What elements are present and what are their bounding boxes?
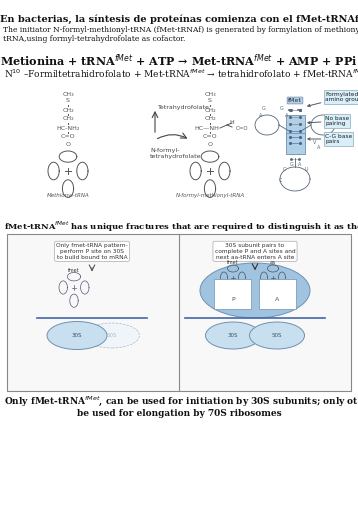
Text: V: V bbox=[313, 140, 316, 145]
Text: C: C bbox=[279, 178, 282, 183]
FancyBboxPatch shape bbox=[7, 234, 351, 391]
Text: N-formyl-methionyl-tRNA: N-formyl-methionyl-tRNA bbox=[175, 193, 245, 198]
Ellipse shape bbox=[200, 263, 310, 318]
Text: A: A bbox=[285, 113, 289, 118]
Text: C=O: C=O bbox=[203, 134, 217, 139]
Text: Formylated
amino group: Formylated amino group bbox=[308, 92, 358, 106]
Text: G: G bbox=[290, 162, 294, 167]
Text: Tetrahydrofolate: Tetrahydrofolate bbox=[158, 105, 210, 110]
Text: No base
pairing: No base pairing bbox=[308, 116, 349, 126]
Text: CH₂: CH₂ bbox=[62, 117, 74, 122]
Text: H: H bbox=[229, 121, 234, 126]
Text: 30S: 30S bbox=[72, 333, 82, 338]
Text: CH₂: CH₂ bbox=[204, 107, 216, 113]
Text: CH₂: CH₂ bbox=[204, 117, 216, 122]
Text: C=O: C=O bbox=[236, 126, 248, 130]
Text: HC-NH₂: HC-NH₂ bbox=[56, 126, 80, 130]
Text: 30S: 30S bbox=[228, 333, 238, 338]
Text: CH₂: CH₂ bbox=[62, 107, 74, 113]
Text: 30S subunit pairs to
complete P and A sites and
next aa-tRNA enters A site: 30S subunit pairs to complete P and A si… bbox=[215, 243, 295, 260]
Text: Only fmet-tRNA pattern-
perform P site on 30S
to build bound to mRNA: Only fmet-tRNA pattern- perform P site o… bbox=[56, 243, 128, 260]
Text: fmet: fmet bbox=[68, 268, 80, 272]
Text: S: S bbox=[208, 98, 212, 103]
Text: A: A bbox=[259, 113, 262, 118]
Text: N$^{10}$ –Formiltetrahidrofolato + Met-tRNA$^{fMet}$ → tetrahidrofolato + fMet-t: N$^{10}$ –Formiltetrahidrofolato + Met-t… bbox=[4, 68, 358, 81]
Ellipse shape bbox=[250, 322, 305, 349]
Text: Only fMet-tRNA$^{fMet}$, can be used for initiation by 30S subunits; only other : Only fMet-tRNA$^{fMet}$, can be used for… bbox=[4, 395, 358, 409]
Text: P: P bbox=[231, 297, 235, 302]
FancyBboxPatch shape bbox=[214, 278, 251, 308]
Text: C=O: C=O bbox=[61, 134, 75, 139]
Text: 50S: 50S bbox=[107, 333, 117, 338]
Text: CH₃: CH₃ bbox=[62, 92, 74, 97]
Text: A: A bbox=[298, 162, 301, 167]
Text: C: C bbox=[283, 167, 286, 172]
FancyBboxPatch shape bbox=[285, 132, 305, 154]
Text: O: O bbox=[208, 142, 213, 148]
Text: fmet: fmet bbox=[227, 260, 239, 265]
Text: fMet-tRNA$^{fMet}$ has unique fractures that are required to distinguish it as t: fMet-tRNA$^{fMet}$ has unique fractures … bbox=[4, 220, 358, 234]
Text: CH₃: CH₃ bbox=[204, 92, 216, 97]
Text: Methionyl-tRNA: Methionyl-tRNA bbox=[47, 193, 90, 198]
Text: tRNA,using formyl-tetrahydrofolate as cofactor.: tRNA,using formyl-tetrahydrofolate as co… bbox=[3, 35, 185, 43]
Text: aa: aa bbox=[270, 260, 276, 265]
FancyBboxPatch shape bbox=[259, 278, 296, 308]
Text: C-G base
pairs: C-G base pairs bbox=[308, 134, 352, 144]
Text: Metionina + tRNA$^{fMet}$ + ATP → Met-tRNA$^{fMet}$ + AMP + PPi: Metionina + tRNA$^{fMet}$ + ATP → Met-tR… bbox=[0, 52, 358, 68]
FancyBboxPatch shape bbox=[285, 115, 305, 137]
Text: 50S: 50S bbox=[272, 333, 282, 338]
Text: S: S bbox=[66, 98, 70, 103]
Text: U: U bbox=[305, 167, 309, 172]
Text: be used for elongation by 70S ribosomes: be used for elongation by 70S ribosomes bbox=[77, 409, 281, 418]
Ellipse shape bbox=[205, 322, 261, 349]
Text: G: G bbox=[262, 106, 266, 111]
Text: A: A bbox=[275, 297, 279, 302]
Text: N-formyl-
tetrahydrofolate: N-formyl- tetrahydrofolate bbox=[150, 148, 202, 159]
Text: En bacterias, la síntesis de proteínas comienza con el fMet-tRNAf: En bacterias, la síntesis de proteínas c… bbox=[0, 14, 358, 23]
Text: G: G bbox=[280, 106, 284, 111]
Ellipse shape bbox=[84, 323, 140, 348]
Text: O: O bbox=[66, 142, 71, 148]
Text: fMet: fMet bbox=[288, 98, 302, 103]
Text: The initiator N-formyl-methionyl-tRNA (fMet-tRNAf) is generated by formylation o: The initiator N-formyl-methionyl-tRNA (f… bbox=[3, 26, 358, 34]
Text: A: A bbox=[317, 145, 320, 150]
Text: HC—NH: HC—NH bbox=[194, 126, 219, 130]
Ellipse shape bbox=[47, 321, 107, 349]
